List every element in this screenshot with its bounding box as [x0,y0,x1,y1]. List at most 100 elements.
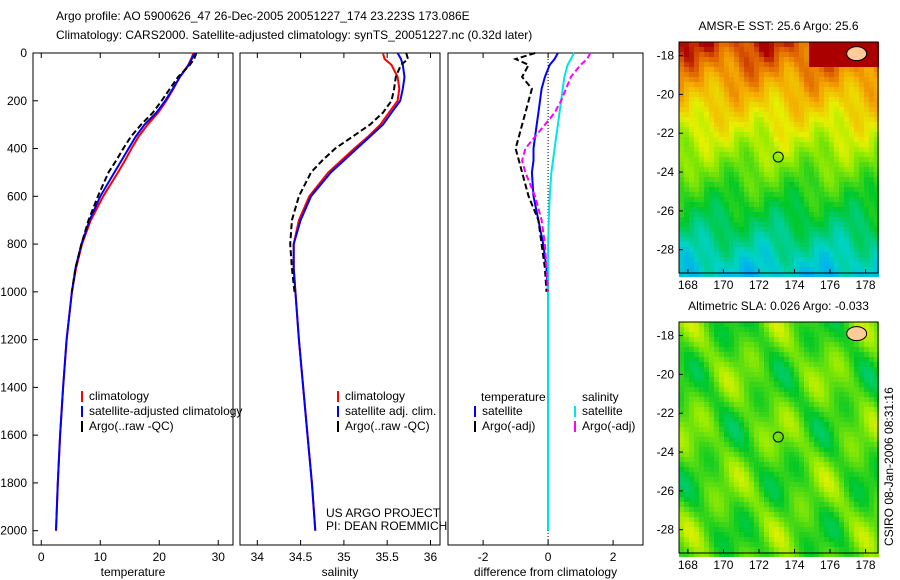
map-cell [869,487,874,492]
map-cell [874,157,879,162]
map-cell [679,547,684,552]
map-cell [844,157,849,162]
map-cell [824,197,829,202]
map-cell [849,462,854,467]
map-cell [694,247,699,252]
map-cell [864,387,869,392]
map-cell [734,492,739,497]
map-cell [744,347,749,352]
map-cell [859,532,864,537]
map-cell [709,462,714,467]
map-cell [864,487,869,492]
map-cell [809,512,814,517]
map-cell [769,357,774,362]
map-cell [869,532,874,537]
map-cell [799,162,804,167]
map-cell [834,527,839,532]
map-cell [814,392,819,397]
map-cell [739,137,744,142]
map-cell [819,532,824,537]
map-cell [794,92,799,97]
map-cell [744,432,749,437]
map-cell [709,402,714,407]
map-cell [859,467,864,472]
map-cell [859,322,864,327]
map-cell [824,392,829,397]
map-cell [874,497,879,502]
map-cell [724,167,729,172]
map-cell [759,112,764,117]
map-cell [774,332,779,337]
map-cell [724,507,729,512]
map-cell [839,52,844,57]
map-cell [719,337,724,342]
map-cell [854,322,859,327]
map-cell [804,187,809,192]
map-cell [834,517,839,522]
map-cell [774,552,779,557]
map-cell [714,47,719,52]
map-cell [789,212,794,217]
map-cell [809,537,814,542]
map-cell [869,337,874,342]
map-cell [729,202,734,207]
map-cell [754,172,759,177]
map-cell [799,402,804,407]
map-cell [694,517,699,522]
map-cell [774,402,779,407]
map-cell [834,107,839,112]
map-cell [824,332,829,337]
map-cell [839,542,844,547]
map-cell [814,367,819,372]
map-cell [769,187,774,192]
map-cell [824,242,829,247]
map-cell [834,182,839,187]
map-cell [719,127,724,132]
map-cell [714,422,719,427]
map-cell [714,197,719,202]
map-cell [739,487,744,492]
map-cell [799,112,804,117]
map-cell [719,187,724,192]
map-cell [869,457,874,462]
map-cell [789,107,794,112]
map-cell [819,217,824,222]
map-cell [864,192,869,197]
map-cell [839,222,844,227]
title-line2: Climatology: CARS2000. Satellite-adjuste… [56,28,532,42]
map-cell [764,152,769,157]
map-cell [754,537,759,542]
map-cell [769,547,774,552]
map-cell [799,512,804,517]
map-cell [734,517,739,522]
map-cell [719,182,724,187]
map-cell [704,102,709,107]
map-cell [794,327,799,332]
x-tick-label: 174 [784,278,804,292]
map-cell [779,397,784,402]
map-cell [839,267,844,272]
map-cell [694,502,699,507]
map-cell [794,497,799,502]
map-cell [789,87,794,92]
map-cell [759,457,764,462]
map-cell [724,432,729,437]
map-cell [794,87,799,92]
map-cell [699,337,704,342]
map-cell [709,267,714,272]
map-cell [729,352,734,357]
map-cell [834,377,839,382]
map-cell [859,162,864,167]
map-cell [839,437,844,442]
map-cell [854,197,859,202]
map-cell [809,532,814,537]
map-cell [734,392,739,397]
map-cell [784,187,789,192]
map-cell [869,217,874,222]
map-cell [734,402,739,407]
map-cell [774,347,779,352]
map-cell [809,192,814,197]
map-cell [849,347,854,352]
map-cell [684,427,689,432]
map-cell [704,257,709,262]
